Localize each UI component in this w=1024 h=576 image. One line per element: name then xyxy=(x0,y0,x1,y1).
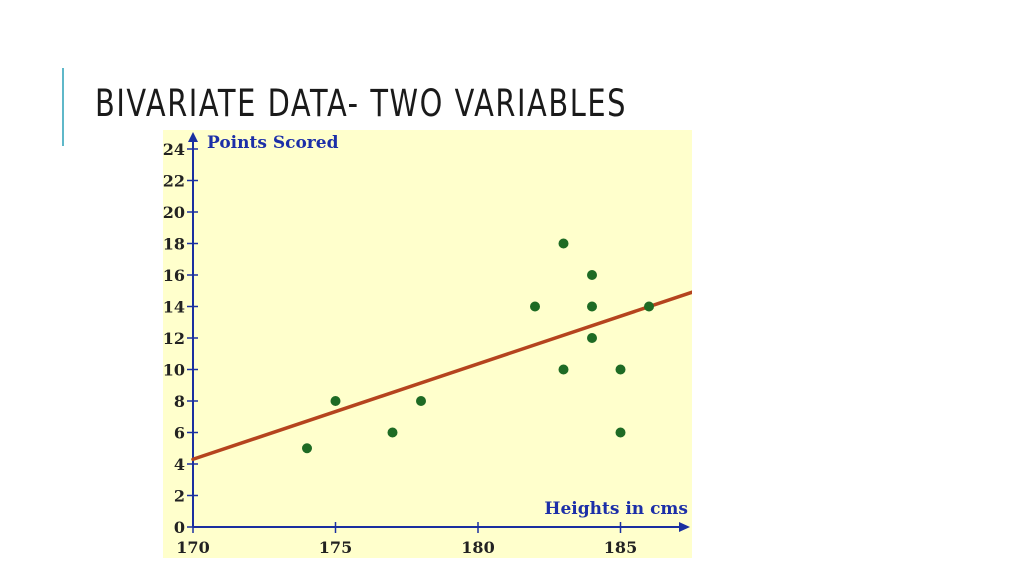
data-point xyxy=(587,333,597,343)
x-tick-label: 170 xyxy=(176,538,209,557)
y-tick-label: 2 xyxy=(174,487,185,506)
data-point xyxy=(644,301,654,312)
data-point xyxy=(615,364,626,375)
y-tick-label: 10 xyxy=(163,361,185,380)
y-tick-label: 0 xyxy=(174,518,185,537)
y-tick-label: 20 xyxy=(163,203,185,222)
x-axis-label: Heights in cms xyxy=(544,499,688,519)
data-point xyxy=(330,396,341,406)
data-point xyxy=(416,396,426,406)
data-point xyxy=(302,443,312,454)
y-tick-label: 4 xyxy=(174,455,185,474)
chart-background xyxy=(163,130,692,558)
y-tick-label: 18 xyxy=(163,235,185,254)
y-axis-arrow xyxy=(188,132,198,142)
data-point xyxy=(558,238,569,249)
y-axis-label: Points Scored xyxy=(207,133,339,153)
data-point xyxy=(587,270,597,280)
y-tick-label: 12 xyxy=(163,329,185,348)
data-point xyxy=(387,427,398,438)
x-tick-label: 180 xyxy=(461,538,494,557)
data-point xyxy=(530,301,540,312)
y-tick-label: 24 xyxy=(163,140,185,159)
x-tick-label: 185 xyxy=(604,538,637,557)
y-tick-label: 22 xyxy=(163,172,185,191)
data-point xyxy=(587,301,597,312)
y-tick-label: 6 xyxy=(174,424,185,443)
y-tick-label: 14 xyxy=(163,298,185,317)
y-tick-label: 8 xyxy=(174,392,185,411)
title-accent-bar xyxy=(62,68,64,146)
data-point xyxy=(615,427,626,438)
x-axis-arrow xyxy=(679,522,690,532)
data-point xyxy=(558,364,569,375)
y-tick-label: 16 xyxy=(163,266,185,285)
slide-title: BIVARIATE DATA- TWO VARIABLES xyxy=(95,82,628,125)
x-tick-label: 175 xyxy=(319,538,352,557)
